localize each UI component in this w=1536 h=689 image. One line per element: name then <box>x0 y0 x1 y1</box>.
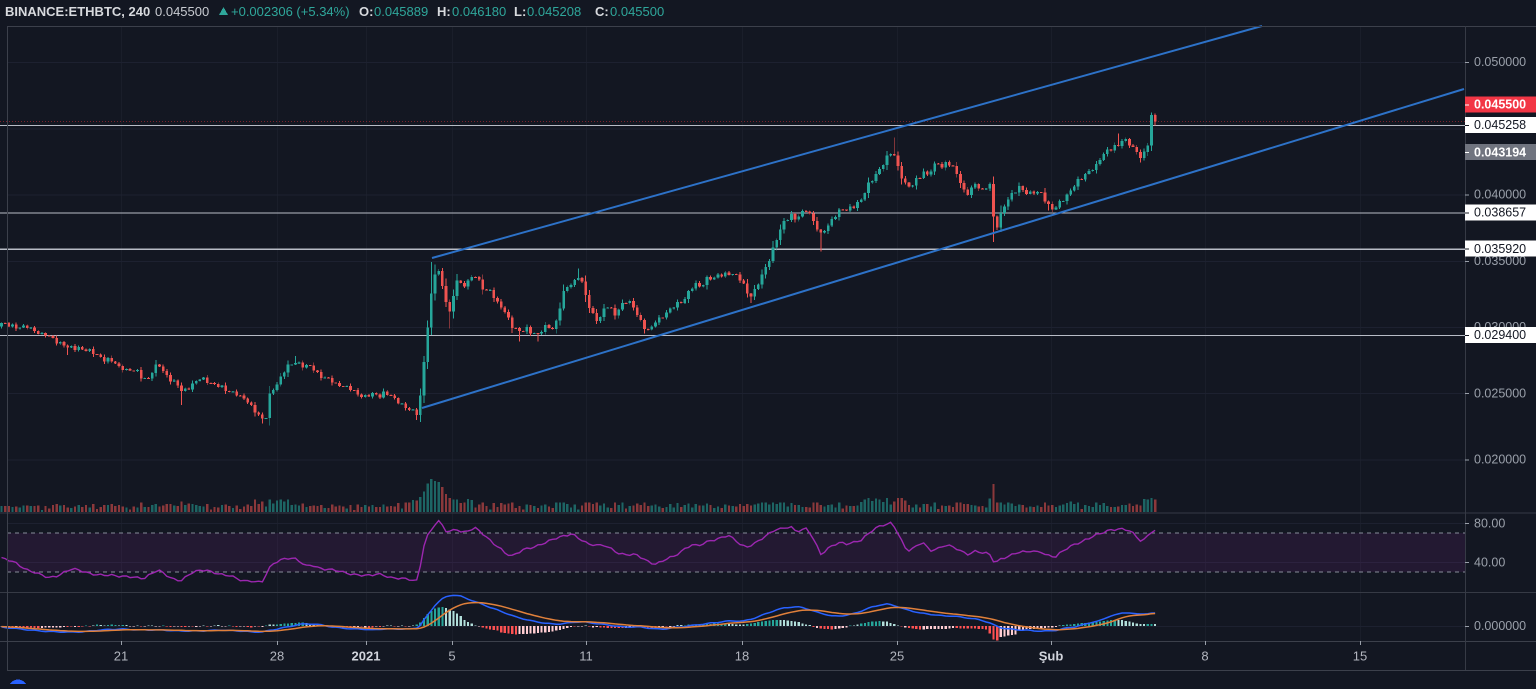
svg-text:0.045258: 0.045258 <box>1474 118 1526 132</box>
svg-text:2021: 2021 <box>352 649 381 664</box>
svg-text:O:: O: <box>359 4 373 19</box>
svg-text:0.035000: 0.035000 <box>1474 254 1526 268</box>
svg-text:0.000000: 0.000000 <box>1474 619 1526 633</box>
svg-text:0.038657: 0.038657 <box>1474 206 1526 220</box>
svg-text:18: 18 <box>735 649 749 664</box>
svg-text:40.00: 40.00 <box>1474 556 1505 570</box>
svg-text:0.045500: 0.045500 <box>610 4 664 19</box>
svg-text:BINANCE:ETHBTC, 240: BINANCE:ETHBTC, 240 <box>5 4 150 19</box>
svg-text:0.035920: 0.035920 <box>1474 242 1526 256</box>
svg-text:0.025000: 0.025000 <box>1474 386 1526 400</box>
svg-text:+0.002306 (+5.34%): +0.002306 (+5.34%) <box>231 4 350 19</box>
svg-text:0.040000: 0.040000 <box>1474 188 1526 202</box>
svg-text:28: 28 <box>270 649 284 664</box>
svg-text:0.020000: 0.020000 <box>1474 453 1526 467</box>
svg-text:25: 25 <box>890 649 904 664</box>
svg-text:5: 5 <box>448 649 455 664</box>
svg-text:C:: C: <box>595 4 609 19</box>
svg-text:0.046180: 0.046180 <box>452 4 506 19</box>
svg-text:80.00: 80.00 <box>1474 517 1505 531</box>
svg-text:Şub: Şub <box>1039 649 1064 664</box>
svg-text:0.043194: 0.043194 <box>1474 145 1526 159</box>
svg-text:21: 21 <box>114 649 128 664</box>
svg-text:0.045500: 0.045500 <box>1474 98 1526 112</box>
svg-text:0.045889: 0.045889 <box>374 4 428 19</box>
svg-text:0.045500: 0.045500 <box>155 4 209 19</box>
svg-text:8: 8 <box>1201 649 1208 664</box>
svg-text:0.045208: 0.045208 <box>527 4 581 19</box>
svg-text:11: 11 <box>579 649 593 664</box>
svg-text:0.029400: 0.029400 <box>1474 328 1526 342</box>
svg-text:L:: L: <box>514 4 526 19</box>
svg-text:H:: H: <box>437 4 451 19</box>
svg-text:0.050000: 0.050000 <box>1474 55 1526 69</box>
svg-text:15: 15 <box>1353 649 1367 664</box>
